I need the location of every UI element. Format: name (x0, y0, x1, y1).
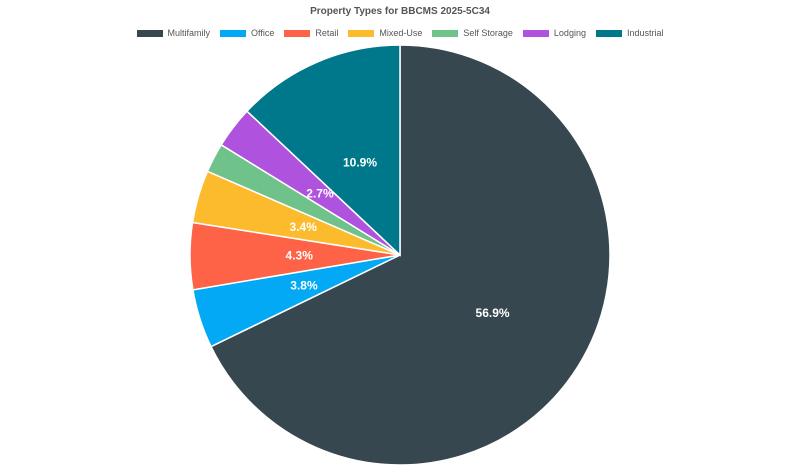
pie-slices (189, 44, 611, 466)
pie-slice-multifamily[interactable] (210, 44, 611, 466)
legend-swatch (136, 29, 163, 37)
legend-label: Self Storage (463, 28, 513, 38)
legend: Multifamily Office Retail Mixed-Use Self Sto… (0, 28, 800, 38)
legend-item-mixed-use[interactable]: Mixed-Use (348, 28, 422, 38)
legend-item-lodging[interactable]: Lodging (522, 28, 586, 38)
chart-title: Property Types for BBCMS 2025-5C34 (310, 6, 490, 17)
pie-labels: 56.9% 3.8% 4.3% 3.4% 2.7% 10.9% (286, 155, 510, 320)
legend-label: Office (251, 28, 275, 38)
legend-swatch (522, 29, 549, 37)
slice-label-retail: 4.3% (286, 249, 314, 263)
slice-label-industrial: 10.9% (343, 155, 377, 169)
legend-swatch (595, 29, 622, 37)
slice-label-office: 3.8% (290, 279, 318, 293)
legend-label: Retail (315, 28, 339, 38)
legend-swatch (284, 29, 311, 37)
legend-label: Mixed-Use (379, 28, 423, 38)
legend-swatch (348, 29, 375, 37)
pie-slice-industrial[interactable] (245, 44, 401, 257)
slice-label-multifamily: 56.9% (476, 306, 510, 320)
legend-label: Multifamily (167, 28, 211, 38)
legend-swatch (220, 29, 247, 37)
slice-label-mixed-use: 3.4% (290, 220, 318, 234)
legend-swatch (432, 29, 459, 37)
legend-item-office[interactable]: Office (220, 28, 274, 38)
legend-label: Lodging (553, 28, 586, 38)
legend-item-industrial[interactable]: Industrial (595, 28, 664, 38)
legend-label: Industrial (626, 28, 664, 38)
legend-item-multifamily[interactable]: Multifamily (136, 28, 211, 38)
slice-label-lodging: 2.7% (306, 187, 334, 201)
legend-item-self-storage[interactable]: Self Storage (432, 28, 513, 38)
legend-item-retail[interactable]: Retail (284, 28, 338, 38)
